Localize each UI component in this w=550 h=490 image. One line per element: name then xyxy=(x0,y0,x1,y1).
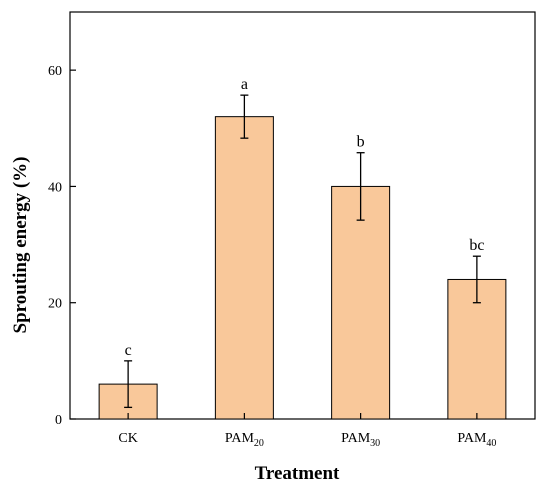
significance-label: bc xyxy=(469,237,484,254)
x-tick-label: PAM30 xyxy=(341,431,380,449)
x-tick-label-subscript: 40 xyxy=(486,438,496,449)
bar xyxy=(331,185,391,420)
x-tick-label: PAM20 xyxy=(225,431,264,449)
x-axis-title: Treatment xyxy=(255,463,340,484)
y-tick-label: 60 xyxy=(48,64,62,79)
significance-label: b xyxy=(357,134,365,151)
x-tick-label-subscript: 30 xyxy=(370,438,380,449)
x-tick-label-base: PAM xyxy=(341,431,371,446)
plot-frame xyxy=(69,11,536,420)
bar xyxy=(214,116,274,420)
y-tick-label: 20 xyxy=(48,297,62,312)
x-tick-label-base: PAM xyxy=(457,431,487,446)
y-tick-label: 40 xyxy=(48,180,62,195)
x-tick-label: CK xyxy=(118,431,137,446)
x-tick-label: PAM40 xyxy=(457,431,496,449)
y-axis-title: Sprouting energy (%) xyxy=(10,157,31,334)
significance-label: a xyxy=(241,76,248,93)
significance-label: c xyxy=(125,342,132,359)
x-tick-label-base: CK xyxy=(118,431,137,446)
y-tick-label: 0 xyxy=(55,413,62,428)
x-tick-label-base: PAM xyxy=(225,431,255,446)
x-tick-label-subscript: 20 xyxy=(254,438,264,449)
